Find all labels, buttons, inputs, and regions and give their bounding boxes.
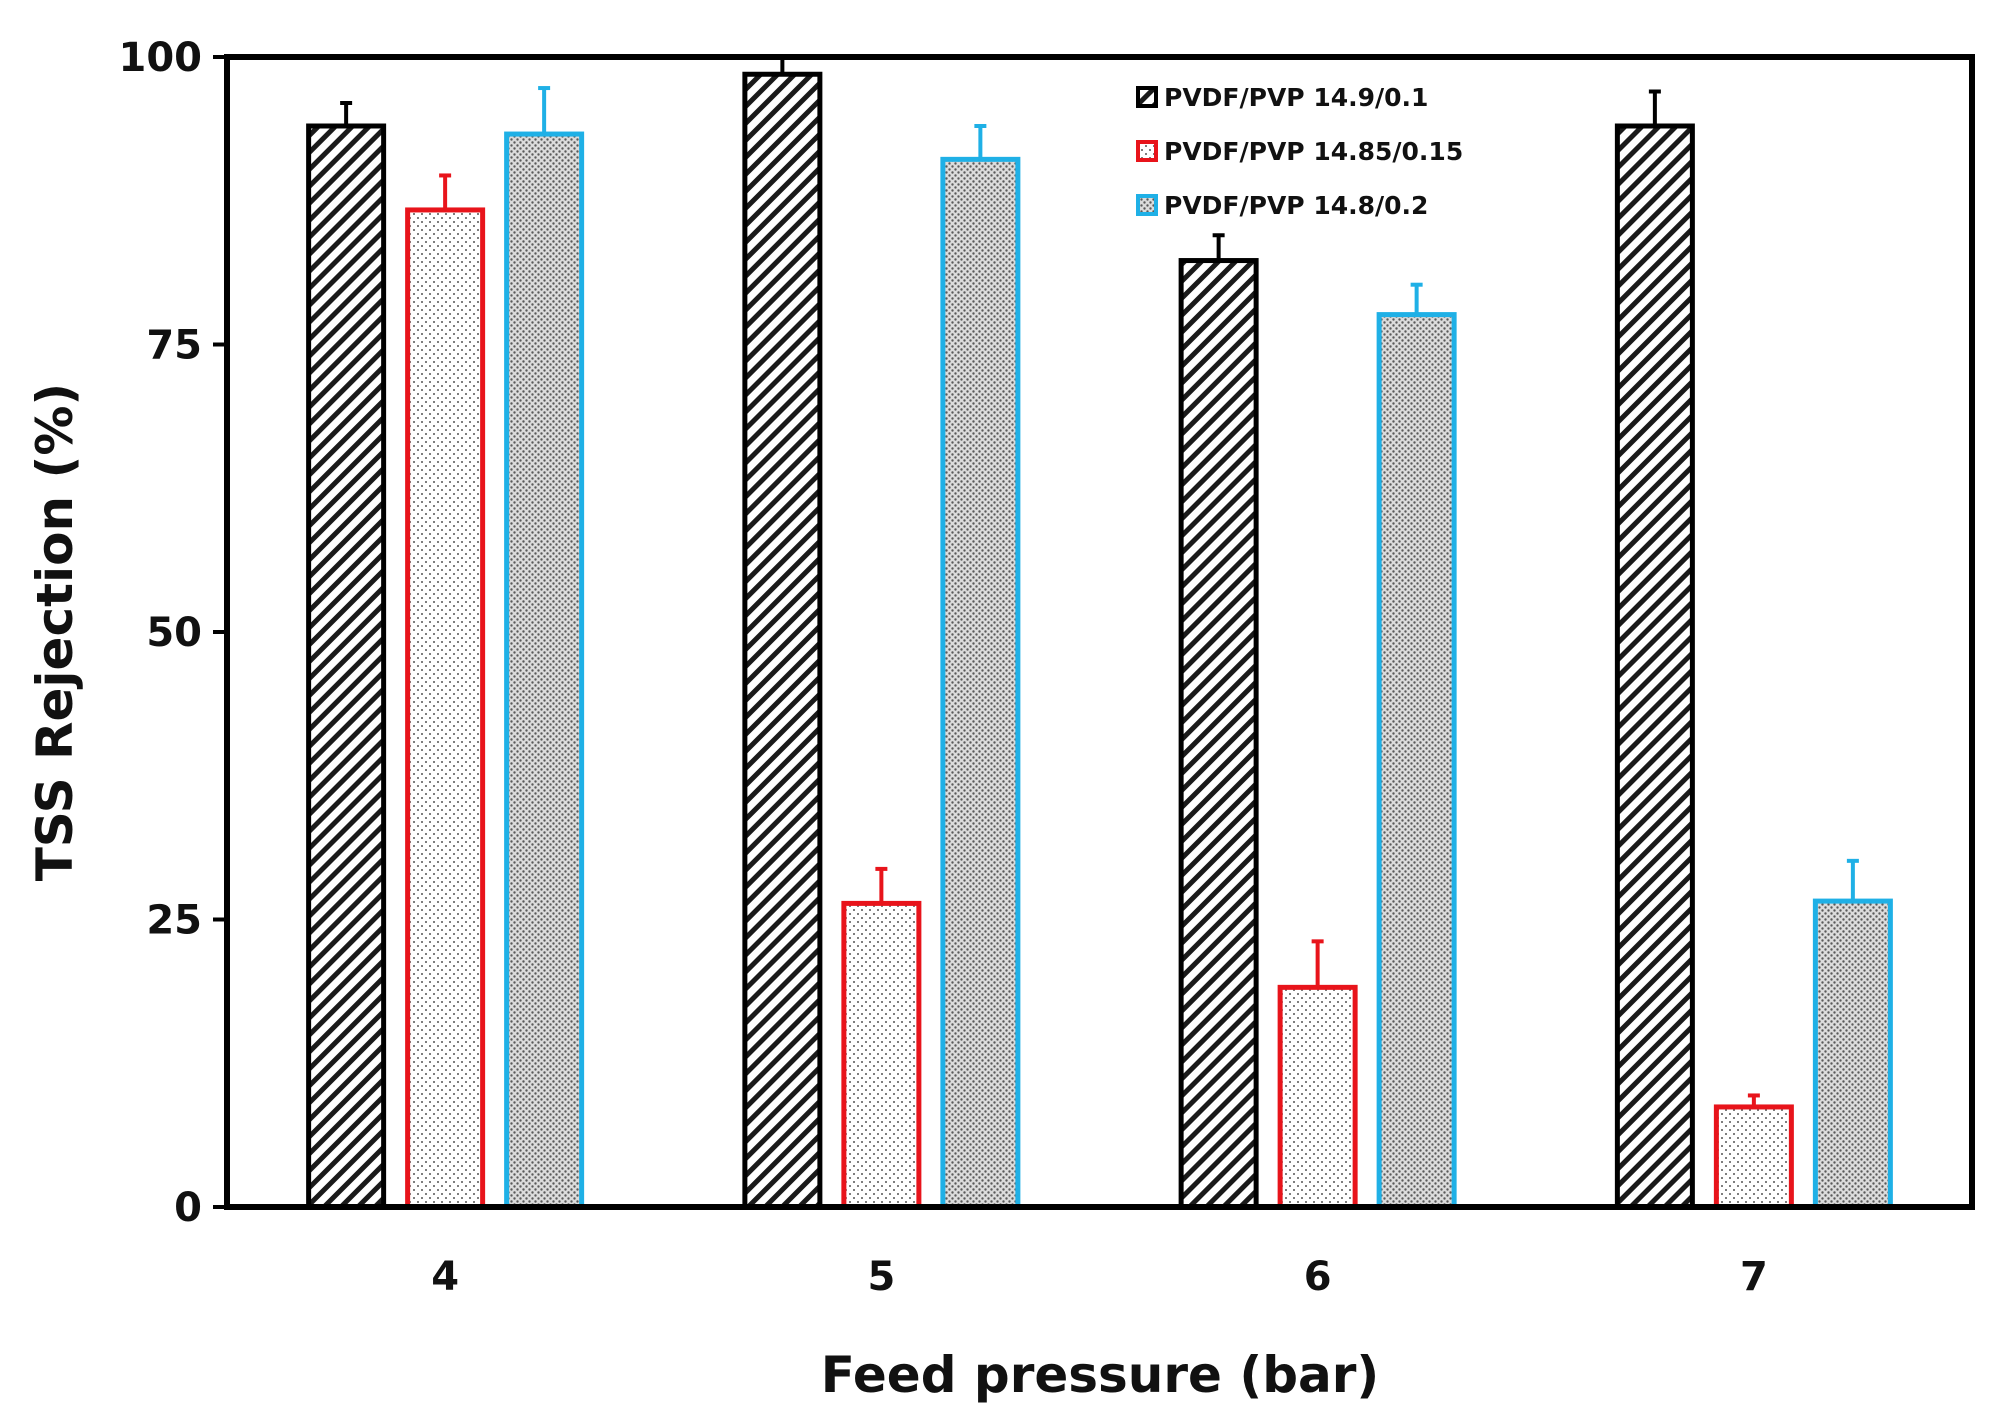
bar-pvdf-pvp-14-9-0-1-cat-4 (306, 123, 387, 1210)
bar-pvdf-pvp-14-85-0-15-cat-6 (1277, 984, 1358, 1210)
y-tick-label-25: 25 (146, 898, 202, 944)
x-axis-title: Feed pressure (bar) (821, 1346, 1380, 1404)
bar-pvdf-pvp-14-8-0-2-cat-6 (1376, 312, 1457, 1210)
y-tick-label-75: 75 (146, 323, 202, 369)
bar-pvdf-pvp-14-9-0-1-cat-7 (1614, 123, 1695, 1210)
y-axis: 0 25 50 75 100 (119, 35, 227, 1231)
bar-pvdf-pvp-14-8-0-2-cat-7 (1812, 898, 1893, 1210)
legend-swatch-pvdf-pvp-14-9-0-1 (1136, 86, 1158, 108)
plot-area-frame (224, 54, 1975, 1210)
y-tick-label-50: 50 (146, 610, 202, 656)
bar-pvdf-pvp-14-8-0-2-cat-5 (940, 156, 1021, 1210)
x-tick-label-7: 7 (1740, 1254, 1768, 1300)
bar-pvdf-pvp-14-9-0-1-cat-6 (1178, 258, 1259, 1210)
y-tick-label-0: 0 (174, 1185, 202, 1231)
y-axis-title: TSS Rejection (%) (26, 383, 84, 882)
x-axis: 4 5 6 7 (431, 1254, 1768, 1300)
legend-label-pvdf-pvp-14-8-0-2: PVDF/PVP 14.8/0.2 (1164, 191, 1428, 220)
x-tick-label-5: 5 (867, 1254, 895, 1300)
bar-pvdf-pvp-14-85-0-15-cat-5 (841, 900, 922, 1210)
legend-label-pvdf-pvp-14-85-0-15: PVDF/PVP 14.85/0.15 (1164, 137, 1463, 166)
legend-label-pvdf-pvp-14-9-0-1: PVDF/PVP 14.9/0.1 (1164, 83, 1428, 112)
x-tick-label-6: 6 (1304, 1254, 1332, 1300)
bars-layer (306, 71, 1893, 1210)
x-tick-label-4: 4 (431, 1254, 459, 1300)
bar-pvdf-pvp-14-8-0-2-cat-4 (504, 131, 585, 1210)
y-tick-label-100: 100 (119, 35, 203, 81)
legend: PVDF/PVP 14.9/0.1 PVDF/PVP 14.85/0.15 PVDF… (1136, 83, 1463, 220)
legend-swatch-pvdf-pvp-14-8-0-2 (1136, 194, 1158, 216)
error-bars-layer (340, 55, 1859, 1107)
bar-pvdf-pvp-14-85-0-15-cat-4 (405, 207, 486, 1210)
legend-swatch-pvdf-pvp-14-85-0-15 (1136, 140, 1158, 162)
bar-pvdf-pvp-14-85-0-15-cat-7 (1713, 1104, 1794, 1210)
bar-pvdf-pvp-14-9-0-1-cat-5 (742, 71, 823, 1210)
